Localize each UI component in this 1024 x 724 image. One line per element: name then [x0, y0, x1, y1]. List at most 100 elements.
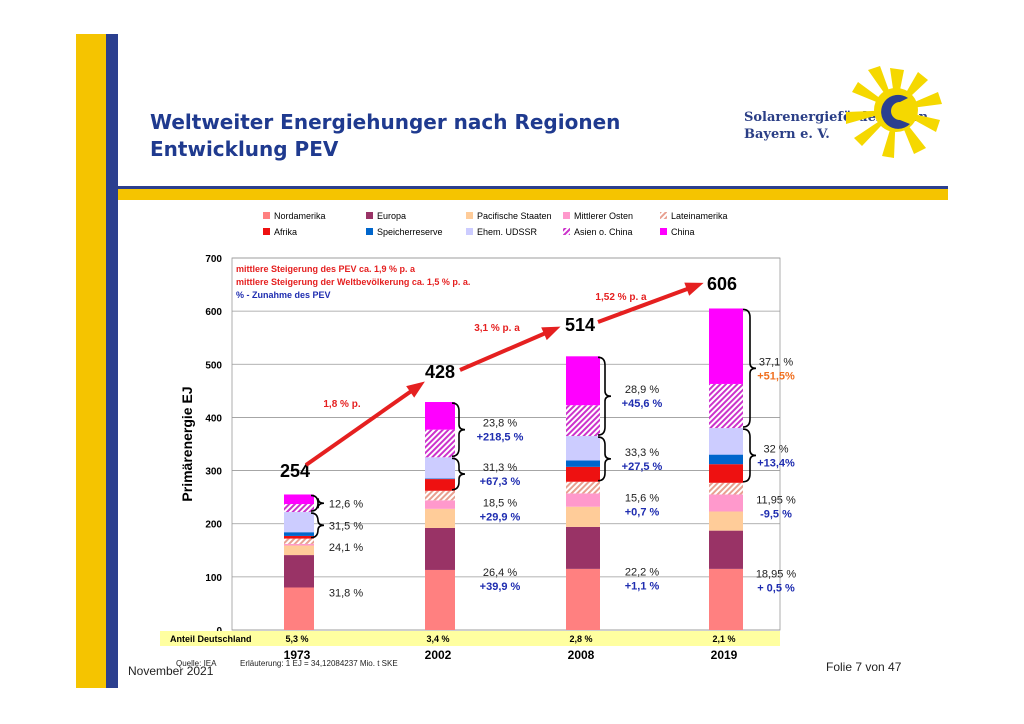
- bar-segment: [284, 494, 314, 505]
- bar-segment: [425, 500, 455, 509]
- share-label: 22,2 %: [625, 566, 659, 578]
- anteil-value: 5,3 %: [285, 634, 308, 644]
- bar-segment: [566, 436, 600, 461]
- share-label: 26,4 %: [483, 567, 517, 579]
- change-label: +218,5 %: [477, 432, 524, 444]
- y-axis: 0100200300400500600700Primärenergie EJ: [179, 254, 222, 637]
- y-tick-label: 200: [205, 520, 222, 531]
- change-label: +29,9 %: [480, 511, 521, 523]
- bar-segment: [425, 478, 455, 480]
- group-brace: [742, 428, 757, 483]
- change-label: +45,6 %: [622, 398, 663, 410]
- total-label: 606: [707, 274, 737, 294]
- accent-bar-yellow: [76, 34, 106, 688]
- annotations: 12,6 % 31,5 % 24,1 % 31,8 % 23,8 % +218,5 % 31…: [160, 264, 796, 668]
- bar-segment: [709, 511, 743, 531]
- bar-segment: [566, 568, 600, 630]
- bar-segment: [709, 308, 743, 384]
- group-brace: [451, 457, 466, 491]
- anteil-value: 2,1 %: [712, 634, 735, 644]
- legend-label: Nordamerika: [274, 211, 326, 221]
- bar-segment: [566, 356, 600, 406]
- bar-segment: [566, 481, 600, 494]
- bar-segment: [566, 466, 600, 482]
- share-label: 15,6 %: [625, 492, 659, 504]
- group-brace: [310, 512, 325, 539]
- logo-line-2: Bayern e. V.: [744, 127, 830, 142]
- change-label: +27,5 %: [622, 461, 663, 473]
- bar-segment: [566, 460, 600, 467]
- anteil-value: 2,8 %: [569, 634, 592, 644]
- bar-segment: [709, 464, 743, 483]
- total-label: 428: [425, 362, 455, 382]
- legend-label: Mittlerer Osten: [574, 211, 633, 221]
- bar-segment: [425, 429, 455, 458]
- growth-rate-label: 3,1 % p. a: [474, 323, 520, 334]
- share-label: 23,8 %: [483, 418, 517, 430]
- bar-segment: [425, 457, 455, 479]
- growth-arrow: [459, 327, 556, 372]
- legend-swatch: [263, 212, 270, 219]
- legend-label: Speicherreserve: [377, 227, 443, 237]
- growth-arrow: [304, 383, 422, 467]
- bar-segment: [566, 493, 600, 507]
- group-brace: [310, 494, 325, 512]
- share-label: 12,6 %: [329, 498, 363, 510]
- share-label: 18,95 %: [756, 568, 797, 580]
- growth-rate-label: 1,52 % p. a: [595, 292, 647, 303]
- share-label: 32 %: [763, 443, 788, 455]
- bar-segment: [284, 543, 314, 546]
- legend-swatch: [366, 212, 373, 219]
- change-label: +67,3 %: [480, 476, 521, 488]
- bar-segment: [425, 490, 455, 501]
- bars: [284, 308, 743, 630]
- y-tick-label: 400: [205, 413, 222, 424]
- unit-note: Erläuterung: 1 EJ = 34,12084237 Mio. t S…: [240, 659, 398, 668]
- y-tick-label: 300: [205, 467, 222, 478]
- share-label: 37,1 %: [759, 356, 793, 368]
- share-label: 11,95 %: [756, 495, 796, 507]
- legend: Nordamerika Europa Pacifische Staaten Mittl…: [263, 211, 728, 237]
- bar-segment: [709, 428, 743, 455]
- group-brace: [742, 308, 757, 428]
- x-tick-label: 2008: [568, 648, 595, 662]
- bar-segment: [709, 530, 743, 569]
- y-tick-label: 500: [205, 360, 222, 371]
- x-tick-label: 2019: [711, 648, 738, 662]
- bar-segment: [566, 506, 600, 527]
- header-rule-blue: [118, 186, 948, 189]
- growth-rate-label: 1,8 % p.: [323, 399, 360, 410]
- accent-bar-blue: [106, 34, 118, 688]
- legend-swatch: [466, 228, 473, 235]
- share-label: 28,9 %: [625, 384, 659, 396]
- legend-swatch: [466, 212, 473, 219]
- bar-segment: [425, 479, 455, 491]
- y-axis-label: Primärenergie EJ: [179, 386, 195, 501]
- y-tick-label: 700: [205, 254, 222, 265]
- source-note: Quelle: IEA: [176, 659, 217, 668]
- legend-swatch: [660, 212, 667, 219]
- annotation-text: % - Zunahme des PEV: [236, 290, 331, 300]
- bar-segment: [425, 508, 455, 528]
- legend-swatch: [563, 228, 570, 235]
- x-tick-label: 2002: [425, 648, 452, 662]
- anteil-label: Anteil Deutschland: [170, 634, 252, 644]
- total-label: 514: [565, 315, 595, 335]
- y-tick-label: 600: [205, 307, 222, 318]
- share-label: 18,5 %: [483, 497, 517, 509]
- slide-subtitle: Entwicklung PEV: [150, 137, 339, 161]
- bar-segment: [709, 383, 743, 429]
- gridlines: [232, 257, 780, 631]
- slide-title: Weltweiter Energiehunger nach Regionen: [150, 110, 621, 134]
- legend-label: China: [671, 227, 695, 237]
- growth-arrowhead: [406, 381, 425, 398]
- bar-segment: [284, 512, 314, 533]
- bar-segment: [284, 504, 314, 513]
- footer-slide-number: Folie 7 von 47: [826, 660, 902, 674]
- legend-swatch: [263, 228, 270, 235]
- share-label: 31,8 %: [329, 588, 363, 600]
- total-label: 254: [280, 461, 310, 481]
- bar-segment: [566, 405, 600, 437]
- change-label: +1,1 %: [625, 580, 660, 592]
